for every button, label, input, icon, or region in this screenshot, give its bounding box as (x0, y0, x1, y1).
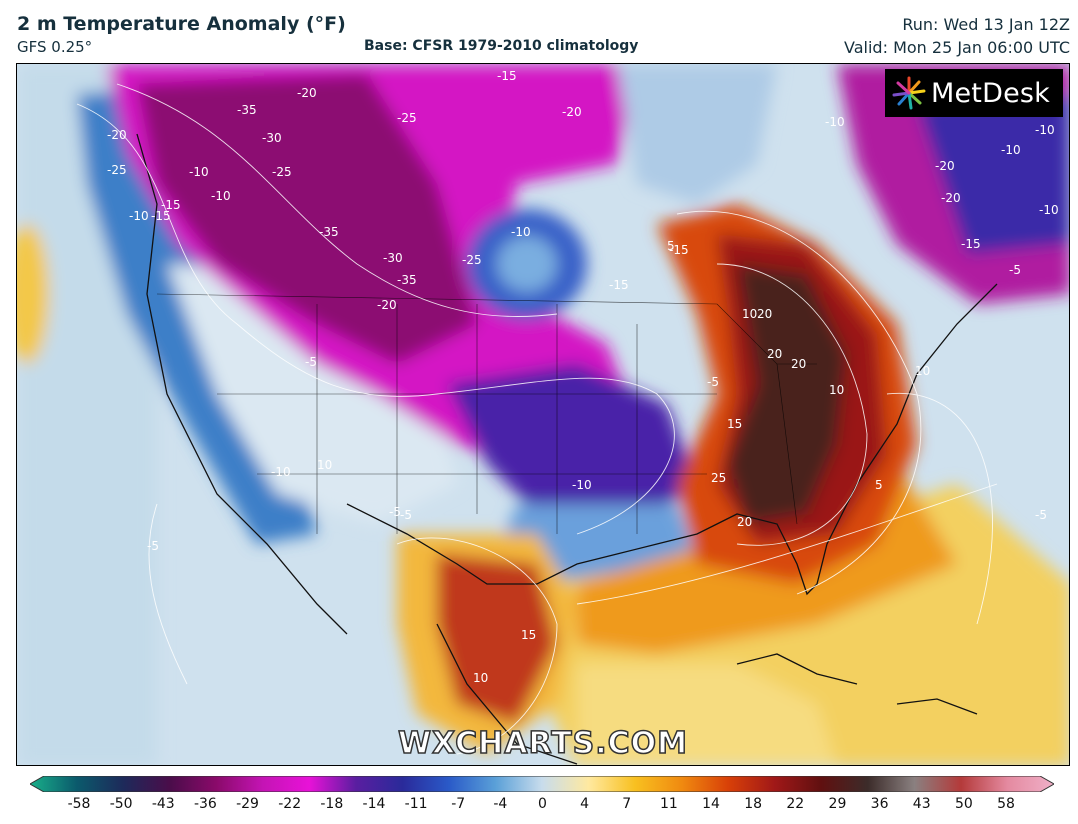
contour-label: -35 (237, 103, 257, 117)
contour-label: 10 (473, 671, 488, 685)
contour-label: -10 (211, 189, 231, 203)
contour-label: -10 (129, 209, 149, 223)
contour-label: -20 (562, 105, 582, 119)
contour-label: -20 (377, 298, 397, 312)
colorbar (28, 775, 1056, 793)
contour-label: -30 (383, 251, 403, 265)
contour-label: 15 (521, 628, 536, 642)
colorbar-tick-label: 4 (580, 796, 590, 812)
contour-label: -15 (151, 209, 171, 223)
contour-label: -5 (1035, 508, 1047, 522)
contour-label: 15 (727, 417, 742, 431)
contour-label: -20 (941, 191, 961, 205)
contour-label: -10 (1035, 123, 1055, 137)
colorbar-tick-label: 22 (786, 796, 805, 812)
contour-label: 10 (317, 458, 332, 472)
contour-lines (76, 83, 998, 755)
contour-label: -5 (707, 375, 719, 389)
contour-label: 25 (711, 471, 726, 485)
contour-label: -25 (272, 165, 292, 179)
political-borders (156, 293, 817, 534)
contour-label: 20 (737, 515, 752, 529)
contour-label: -5 (400, 508, 412, 522)
contour-label: -15 (161, 198, 181, 212)
colorbar-tick-label: 11 (659, 796, 678, 812)
contour-label: -30 (262, 131, 282, 145)
contour-label: -10 (189, 165, 209, 179)
colorbar-tick-label: 0 (538, 796, 547, 812)
contour-label: -35 (397, 273, 417, 287)
valid-time-label: Valid: Mon 25 Jan 06:00 UTC (844, 38, 1070, 57)
colorbar-tick-label: 14 (702, 796, 720, 812)
metdesk-starburst-icon (892, 76, 926, 110)
contour-label: 20 (791, 357, 806, 371)
contour-label: 10 (915, 364, 930, 378)
contour-label: 5 (667, 239, 675, 253)
contour-label: 10 (829, 383, 844, 397)
anomaly-map[interactable]: -15 -20 -35 -25 -20 -25 -30 -25 -20 -35 … (16, 63, 1070, 766)
colorbar-tick-label: -18 (320, 796, 344, 812)
contour-label: -15 (609, 278, 629, 292)
contour-label: -25 (107, 163, 127, 177)
colorbar-tick-label: 58 (997, 796, 1015, 812)
contour-label: -15 (497, 69, 517, 83)
metdesk-logo: MetDesk (885, 69, 1063, 117)
colorbar-tick-label: -29 (236, 796, 259, 812)
contour-label: -10 (1039, 203, 1059, 217)
colorbar-tick-label: -7 (451, 796, 466, 812)
colorbar-tick-label: -22 (278, 796, 302, 812)
colorbar-tick-label: -14 (362, 796, 386, 812)
contour-label: -5 (147, 539, 159, 553)
contour-label: -25 (462, 253, 482, 267)
chart-title: 2 m Temperature Anomaly (°F) (17, 13, 346, 35)
wxcharts-watermark: WXCHARTS.COM (397, 725, 689, 762)
colorbar-ticks: -58 -50 -43 -36 -29 -22 -18 -14 -11 -7 -4 0 4 7 11 14 18… (0, 796, 1078, 818)
contour-label: -20 (935, 159, 955, 173)
run-time-label: Run: Wed 13 Jan 12Z (902, 15, 1070, 34)
contour-label: 20 (757, 307, 772, 321)
contour-label: -10 (1001, 143, 1021, 157)
contour-label: -5 (389, 505, 401, 519)
colorbar-tick-label: 50 (954, 796, 973, 812)
contour-label: -10 (825, 115, 845, 129)
contour-labels: -15 -20 -35 -25 -20 -25 -30 -25 -20 -35 … (107, 69, 1059, 685)
colorbar-tick-label: -36 (193, 796, 217, 812)
colorbar-tick-label: 36 (870, 796, 889, 812)
model-label: GFS 0.25° (17, 38, 93, 56)
contour-label: -20 (297, 86, 317, 100)
contour-label: -15 (961, 237, 981, 251)
contour-label: -35 (319, 225, 339, 239)
contour-label: 10 (742, 307, 757, 321)
contour-label: -5 (305, 355, 317, 369)
colorbar-tick-label: -4 (493, 796, 508, 812)
climatology-base-label: Base: CFSR 1979-2010 climatology (364, 38, 639, 54)
colorbar-tick-label: 7 (622, 796, 632, 812)
contour-label: -15 (669, 243, 689, 257)
contour-label: -10 (572, 478, 592, 492)
anomaly-map-canvas: -15 -20 -35 -25 -20 -25 -30 -25 -20 -35 … (17, 64, 1069, 765)
colorbar-gradient (28, 775, 1056, 793)
contour-label: -10 (271, 465, 291, 479)
contour-label: -5 (1009, 263, 1021, 277)
colorbar-tick-label: -58 (67, 796, 91, 812)
contour-label: 20 (767, 347, 782, 361)
contour-label: -10 (511, 225, 531, 239)
colorbar-tick-label: 43 (912, 796, 931, 812)
colorbar-tick-label: 18 (744, 796, 763, 812)
colorbar-tick-label: -43 (151, 796, 175, 812)
coastline-outlines (136, 133, 998, 765)
contour-label: -20 (107, 128, 127, 142)
contour-label: 5 (875, 478, 883, 492)
contour-label: -25 (397, 111, 417, 125)
colorbar-tick-label: -11 (404, 796, 428, 812)
metdesk-brand-text: MetDesk (931, 77, 1050, 109)
colorbar-tick-label: 29 (828, 796, 847, 812)
colorbar-tick-label: -50 (109, 796, 133, 812)
